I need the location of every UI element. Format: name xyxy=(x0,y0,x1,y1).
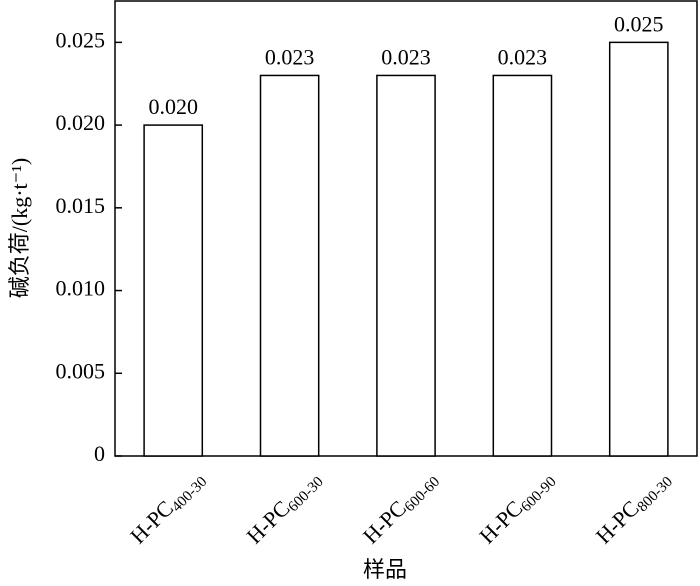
y-tick-label: 0.020 xyxy=(56,110,106,135)
bar xyxy=(259,74,320,457)
value-label: 0.023 xyxy=(498,45,548,70)
y-tick-label: 0.010 xyxy=(56,276,106,301)
value-label: 0.020 xyxy=(148,94,198,119)
y-tick-label: 0.025 xyxy=(56,27,106,52)
y-tick-label: 0.015 xyxy=(56,193,106,218)
bar xyxy=(143,124,204,457)
y-tick-label: 0.005 xyxy=(56,358,106,383)
value-label: 0.025 xyxy=(614,11,664,36)
y-tick-label: 0 xyxy=(94,441,105,466)
y-axis-label: 碱负荷/(kg·t⁻¹) xyxy=(7,158,32,298)
bar xyxy=(376,74,436,457)
x-tick-label: H-PC800-30 xyxy=(591,465,677,551)
x-tick-label: H-PC400-30 xyxy=(125,465,211,551)
value-label: 0.023 xyxy=(265,45,315,70)
x-tick-label: H-PC600-60 xyxy=(358,465,444,551)
x-axis-label: 样品 xyxy=(363,557,407,582)
x-tick-label: H-PC600-90 xyxy=(474,465,560,551)
bar xyxy=(492,74,553,457)
x-tick-label: H-PC600-30 xyxy=(242,465,328,551)
value-label: 0.023 xyxy=(381,45,431,70)
bar xyxy=(608,41,669,457)
